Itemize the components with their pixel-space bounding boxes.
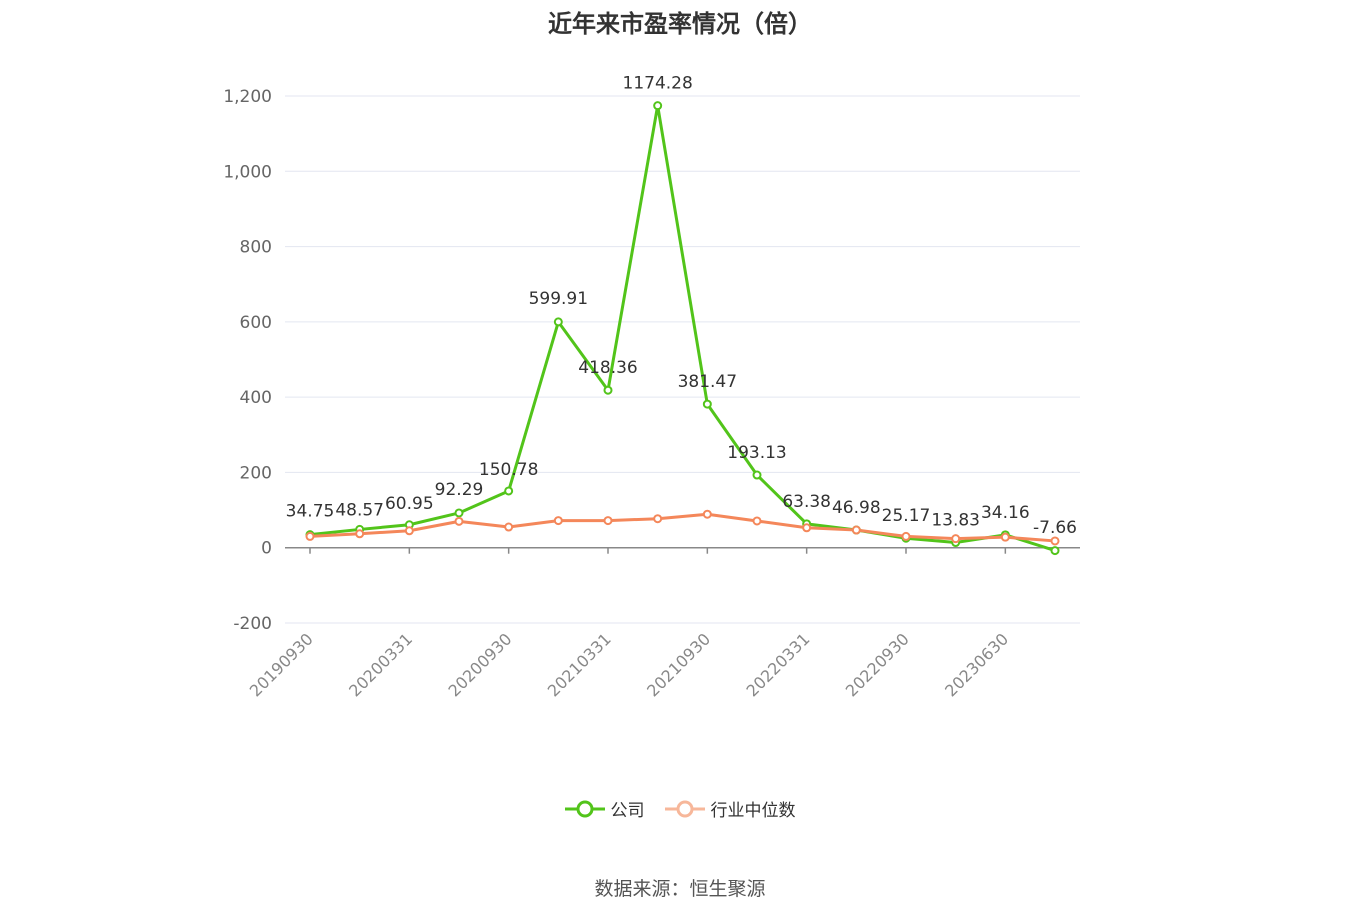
data-point-industry-median bbox=[504, 522, 514, 532]
legend-label-industry-median: 行业中位数 bbox=[710, 801, 796, 821]
data-label: 48.57 bbox=[335, 500, 384, 520]
legend-industry-marker bbox=[664, 800, 705, 817]
data-label: 46.98 bbox=[832, 498, 881, 518]
x-tick-label: 20200331 bbox=[345, 629, 416, 700]
data-point-company bbox=[752, 470, 762, 480]
data-label: 193.13 bbox=[727, 443, 786, 463]
y-tick-label: 1,200 bbox=[223, 87, 272, 107]
data-point-industry-median bbox=[404, 526, 414, 536]
x-tick-label: 20220331 bbox=[742, 629, 813, 700]
data-label: 418.36 bbox=[578, 358, 637, 378]
data-label: 1174.28 bbox=[623, 74, 693, 94]
x-tick-label: 20200930 bbox=[444, 629, 515, 700]
data-point-industry-median bbox=[752, 516, 762, 526]
data-point-industry-median bbox=[851, 525, 861, 535]
series-line-company bbox=[309, 104, 1056, 553]
legend-label-company: 公司 bbox=[610, 801, 645, 821]
y-tick-label: 0 bbox=[261, 539, 272, 559]
legend: 公司 行业中位数 bbox=[0, 796, 1360, 821]
legend-item-company[interactable]: 公司 bbox=[564, 796, 645, 821]
data-label: 381.47 bbox=[678, 372, 737, 392]
y-tick-label: 1,000 bbox=[223, 162, 272, 182]
x-tick-label: 20210930 bbox=[643, 629, 714, 700]
data-label: 34.75 bbox=[286, 502, 335, 522]
data-point-company bbox=[603, 385, 613, 395]
data-label: 60.95 bbox=[385, 494, 434, 514]
data-point-company bbox=[454, 508, 464, 518]
data-label: 25.17 bbox=[882, 506, 931, 526]
x-tick-label: 20190930 bbox=[246, 629, 317, 700]
legend-item-industry-median[interactable]: 行业中位数 bbox=[664, 796, 796, 821]
data-point-company bbox=[1050, 546, 1060, 556]
data-point-industry-median bbox=[553, 516, 563, 526]
data-label: 13.83 bbox=[931, 511, 980, 531]
x-tick-label: 20230630 bbox=[941, 629, 1012, 700]
legend-company-marker bbox=[564, 800, 605, 817]
x-tick-label: 20210331 bbox=[544, 629, 615, 700]
data-label: 150.78 bbox=[479, 460, 538, 480]
data-point-industry-median bbox=[901, 531, 911, 541]
data-label: 599.91 bbox=[529, 289, 588, 309]
data-point-industry-median bbox=[603, 516, 613, 526]
data-label: 92.29 bbox=[435, 480, 484, 500]
data-point-industry-median bbox=[1050, 536, 1060, 546]
data-source: 数据来源：恒生聚源 bbox=[594, 878, 766, 900]
chart-title: 近年来市盈率情况（倍） bbox=[548, 10, 812, 38]
data-label: -7.66 bbox=[1033, 518, 1077, 538]
data-point-company bbox=[553, 317, 563, 327]
y-tick-label: 600 bbox=[240, 313, 272, 333]
y-tick-label: 400 bbox=[240, 388, 272, 408]
data-point-industry-median bbox=[355, 529, 365, 539]
y-tick-label: -200 bbox=[233, 614, 272, 634]
x-tick-label: 20220930 bbox=[842, 629, 913, 700]
data-point-company bbox=[504, 486, 514, 496]
y-tick-label: 200 bbox=[240, 463, 272, 483]
data-point-company bbox=[653, 101, 663, 111]
data-label: 34.16 bbox=[981, 503, 1030, 523]
y-tick-label: 800 bbox=[240, 238, 272, 258]
data-point-industry-median bbox=[653, 514, 663, 524]
data-point-industry-median bbox=[951, 534, 961, 544]
data-point-industry-median bbox=[802, 523, 812, 533]
data-point-company bbox=[702, 399, 712, 409]
data-point-industry-median bbox=[454, 516, 464, 526]
data-point-industry-median bbox=[702, 509, 712, 519]
series-line-industry-median bbox=[309, 512, 1056, 543]
data-point-industry-median bbox=[1000, 532, 1010, 542]
data-label: 63.38 bbox=[782, 492, 831, 512]
data-point-industry-median bbox=[305, 531, 315, 541]
